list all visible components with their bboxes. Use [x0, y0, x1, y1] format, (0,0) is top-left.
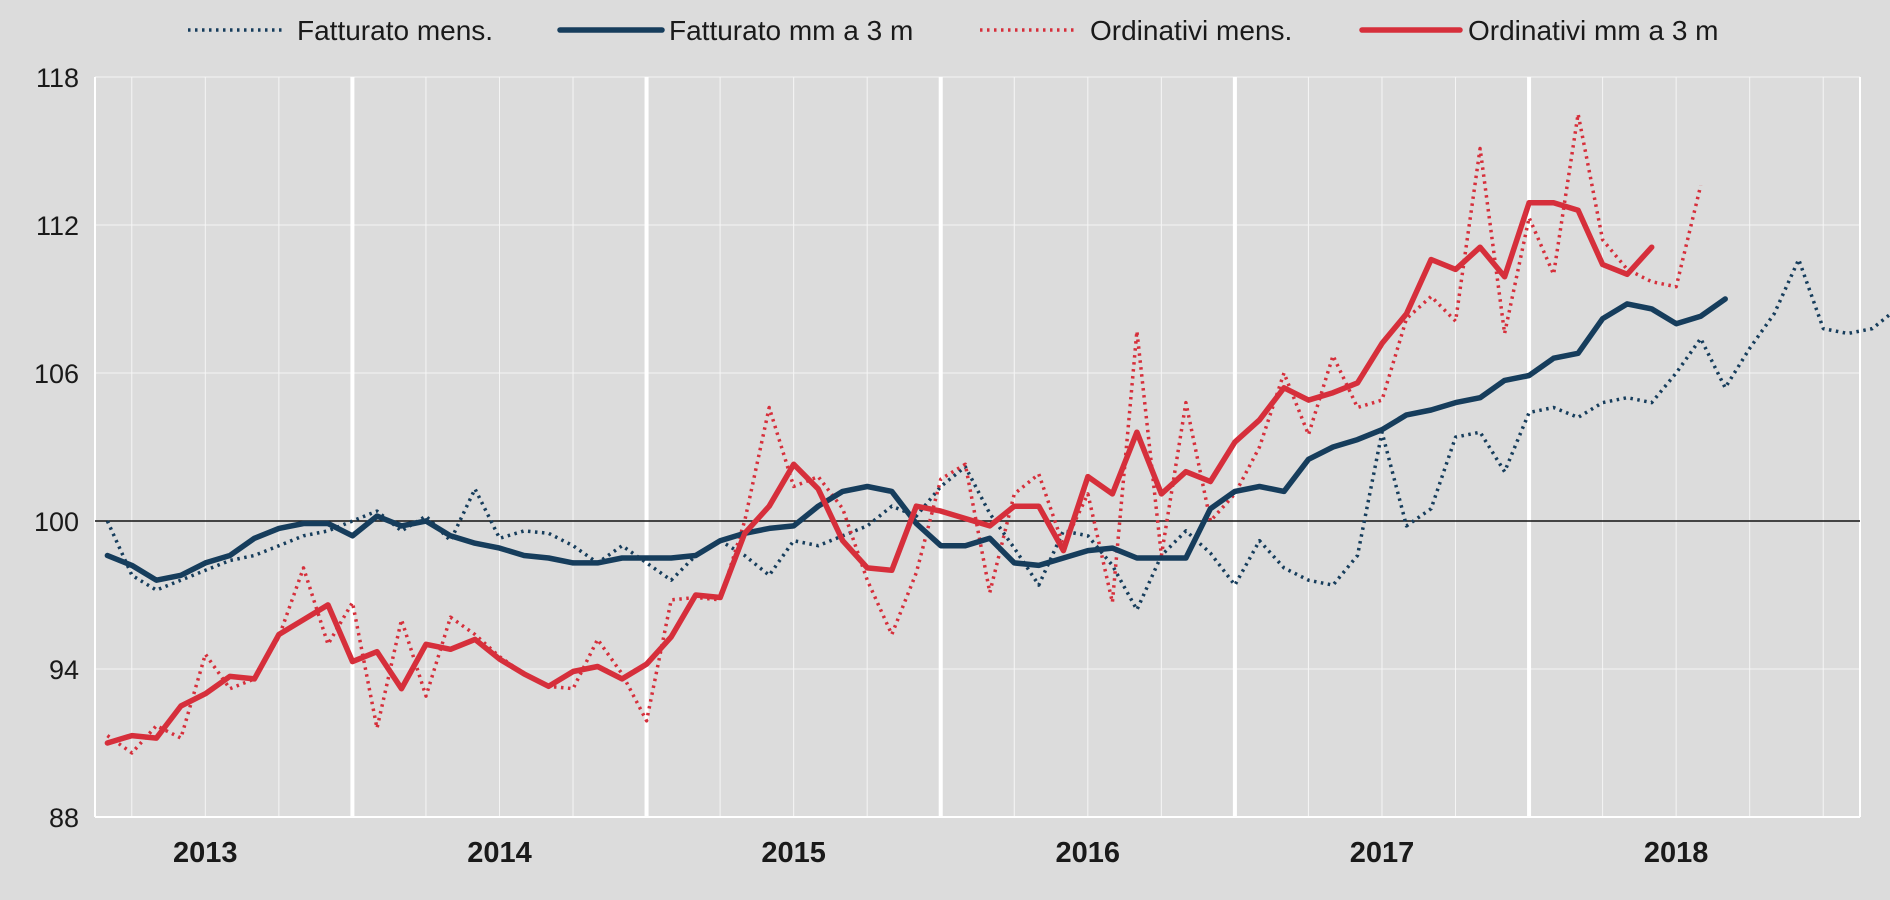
y-tick-label: 112: [36, 211, 79, 241]
grid: [94, 76, 1861, 818]
legend-label: Ordinativi mens.: [1090, 15, 1292, 46]
series-line-ordinativi-mm-a-3-m: [104, 200, 1655, 746]
series-line-fatturato-mm-a-3-m: [104, 296, 1728, 583]
x-tick-label: 2015: [761, 837, 826, 869]
x-tick-label: 2017: [1350, 837, 1415, 869]
series-line-ordinativi-mens-: [106, 112, 1703, 755]
axes: 88 94 100 106 112 118 2013 2014 2015 2016 2017 2018: [34, 63, 1708, 869]
legend-label: Fatturato mm a 3 m: [669, 15, 913, 46]
x-tick-label: 2013: [173, 837, 238, 869]
y-tick-label: 100: [34, 507, 79, 537]
legend: Fatturato mens. Fatturato mm a 3 m Ordinat…: [188, 15, 1719, 46]
x-tick-label: 2016: [1056, 837, 1121, 869]
legend-label: Ordinativi mm a 3 m: [1468, 15, 1719, 46]
series-group: [104, 112, 1890, 755]
legend-label: Fatturato mens.: [297, 15, 493, 46]
y-tick-label: 106: [34, 359, 79, 389]
x-tick-label: 2018: [1644, 837, 1709, 869]
y-tick-label: 118: [36, 63, 79, 93]
y-tick-label: 94: [49, 655, 79, 685]
x-tick-label: 2014: [467, 837, 532, 869]
y-tick-label: 88: [49, 803, 79, 833]
plot-area: [95, 77, 1860, 817]
